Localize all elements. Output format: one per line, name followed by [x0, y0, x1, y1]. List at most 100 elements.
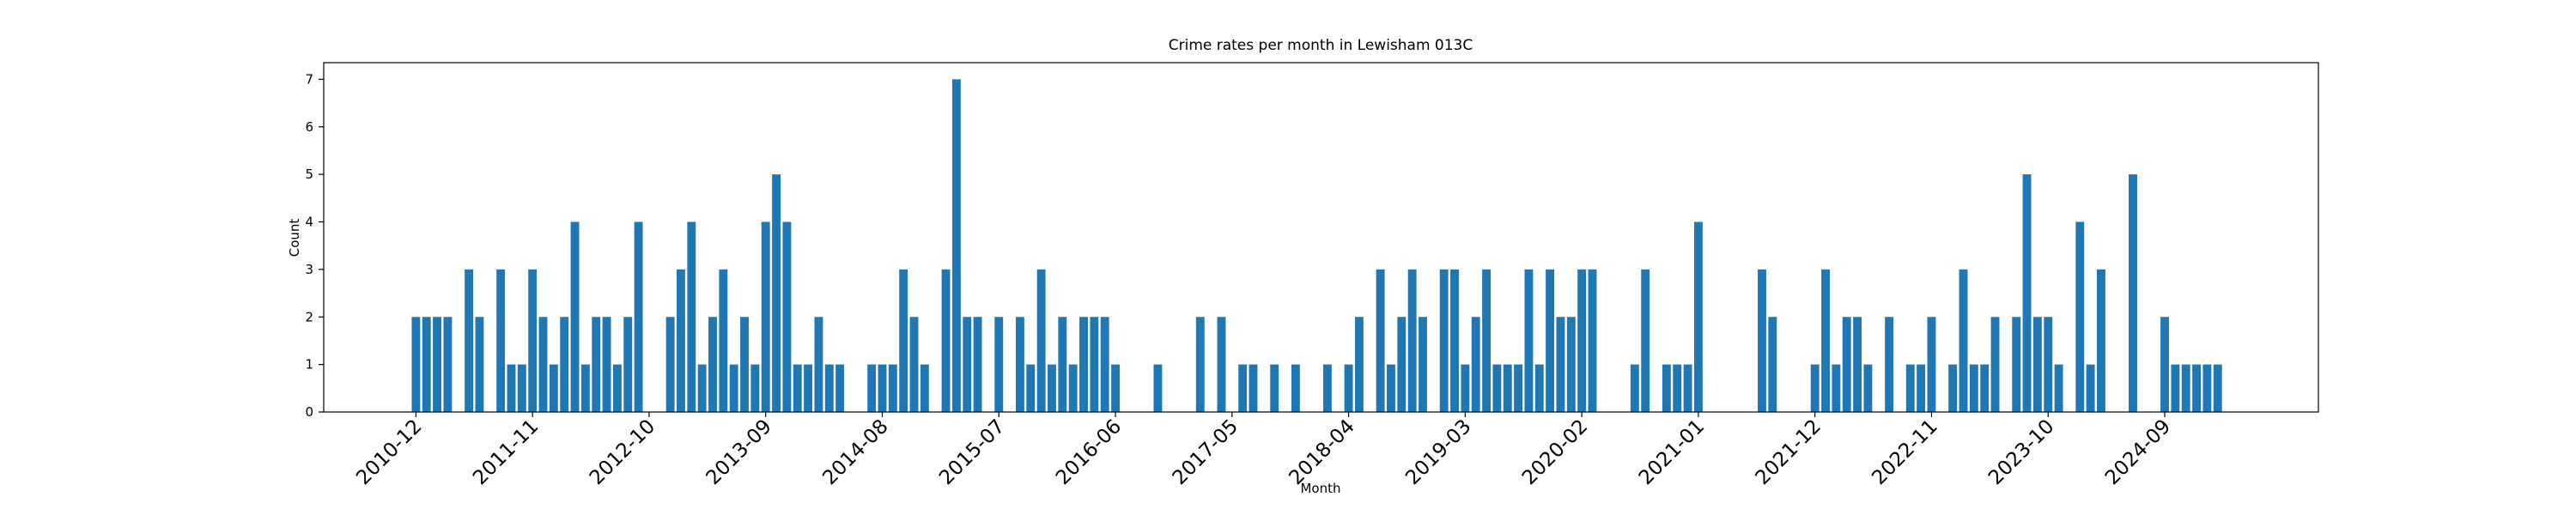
- bar: [1291, 364, 1300, 412]
- bar: [920, 364, 929, 412]
- bar: [1630, 364, 1639, 412]
- bar: [634, 221, 643, 412]
- x-tick-label: 2019-03: [1401, 415, 1475, 489]
- bar: [623, 317, 633, 412]
- y-tick-label: 5: [305, 167, 313, 182]
- bar: [1068, 364, 1078, 412]
- bar: [2086, 364, 2095, 412]
- bar: [750, 364, 760, 412]
- bar: [941, 269, 951, 412]
- y-tick-label: 1: [305, 357, 313, 373]
- bar: [2097, 269, 2105, 412]
- x-tick-label: 2015-07: [935, 415, 1009, 489]
- bar: [1534, 364, 1544, 412]
- bar: [1249, 364, 1258, 412]
- bar: [1853, 317, 1862, 412]
- bar: [677, 269, 685, 412]
- bar: [1270, 364, 1279, 412]
- bar: [1885, 317, 1894, 412]
- bar: [580, 364, 590, 412]
- bar: [729, 364, 738, 412]
- bar: [740, 317, 749, 412]
- bar: [1036, 269, 1046, 412]
- bar: [888, 364, 897, 412]
- bar: [2012, 317, 2021, 412]
- bar: [1397, 317, 1406, 412]
- bar: [1238, 364, 1248, 412]
- bar: [2054, 364, 2063, 412]
- bar: [1153, 364, 1163, 412]
- bar: [1514, 364, 1523, 412]
- bar: [2129, 174, 2137, 412]
- bar: [2075, 221, 2085, 412]
- bar: [592, 317, 601, 412]
- bar: [835, 364, 845, 412]
- bar: [1863, 364, 1873, 412]
- bar: [1524, 269, 1534, 412]
- bar: [2192, 364, 2201, 412]
- bar: [1058, 317, 1067, 412]
- bar: [804, 364, 813, 412]
- bar: [1832, 364, 1841, 412]
- bar: [909, 317, 919, 412]
- bar: [697, 364, 707, 412]
- bar: [507, 364, 516, 412]
- bar: [1693, 221, 1703, 412]
- bar: [1419, 317, 1427, 412]
- bar: [496, 269, 506, 412]
- bar: [782, 221, 792, 412]
- x-tick-label: 2022-11: [1868, 415, 1941, 489]
- bar: [538, 317, 548, 412]
- bar: [528, 269, 538, 412]
- bar: [1662, 364, 1671, 412]
- bar: [1344, 364, 1353, 412]
- bar: [1090, 317, 1099, 412]
- x-tick-label: 2011-11: [469, 415, 543, 489]
- bar: [1990, 317, 2000, 412]
- bar: [1461, 364, 1470, 412]
- bar: [433, 317, 442, 412]
- bar: [1471, 317, 1480, 412]
- bar: [1842, 317, 1851, 412]
- bar: [549, 364, 558, 412]
- bar: [1111, 364, 1120, 412]
- y-tick-label: 4: [305, 215, 313, 230]
- bar: [1217, 317, 1226, 412]
- bar: [1407, 269, 1417, 412]
- bar: [973, 317, 982, 412]
- bar: [951, 79, 961, 412]
- bar: [465, 269, 474, 412]
- x-tick-label: 2010-12: [352, 415, 426, 489]
- bar: [708, 317, 717, 412]
- bar: [1546, 269, 1555, 412]
- y-tick-label: 2: [305, 309, 313, 324]
- bar: [1577, 269, 1587, 412]
- bar: [1026, 364, 1036, 412]
- bar: [793, 364, 802, 412]
- bar: [824, 364, 834, 412]
- bar: [1948, 364, 1958, 412]
- y-tick-label: 6: [305, 119, 313, 135]
- bar: [1969, 364, 1978, 412]
- x-tick-label: 2024-09: [2101, 415, 2175, 489]
- bar: [475, 317, 484, 412]
- y-axis-label: Count: [287, 219, 302, 258]
- bar: [1354, 317, 1364, 412]
- x-tick-label: 2014-08: [818, 415, 892, 489]
- bar: [1758, 269, 1766, 412]
- bar: [1100, 317, 1109, 412]
- bar: [2044, 317, 2053, 412]
- bar: [1439, 269, 1449, 412]
- bar: [1048, 364, 1056, 412]
- bar: [665, 317, 675, 412]
- bar: [994, 317, 1004, 412]
- bar: [1387, 364, 1395, 412]
- bar: [1450, 269, 1459, 412]
- bar: [1927, 317, 1936, 412]
- x-tick-label: 2017-05: [1169, 415, 1242, 489]
- bar: [772, 174, 781, 412]
- bar: [1905, 364, 1915, 412]
- bar: [814, 317, 823, 412]
- bar: [1683, 364, 1692, 412]
